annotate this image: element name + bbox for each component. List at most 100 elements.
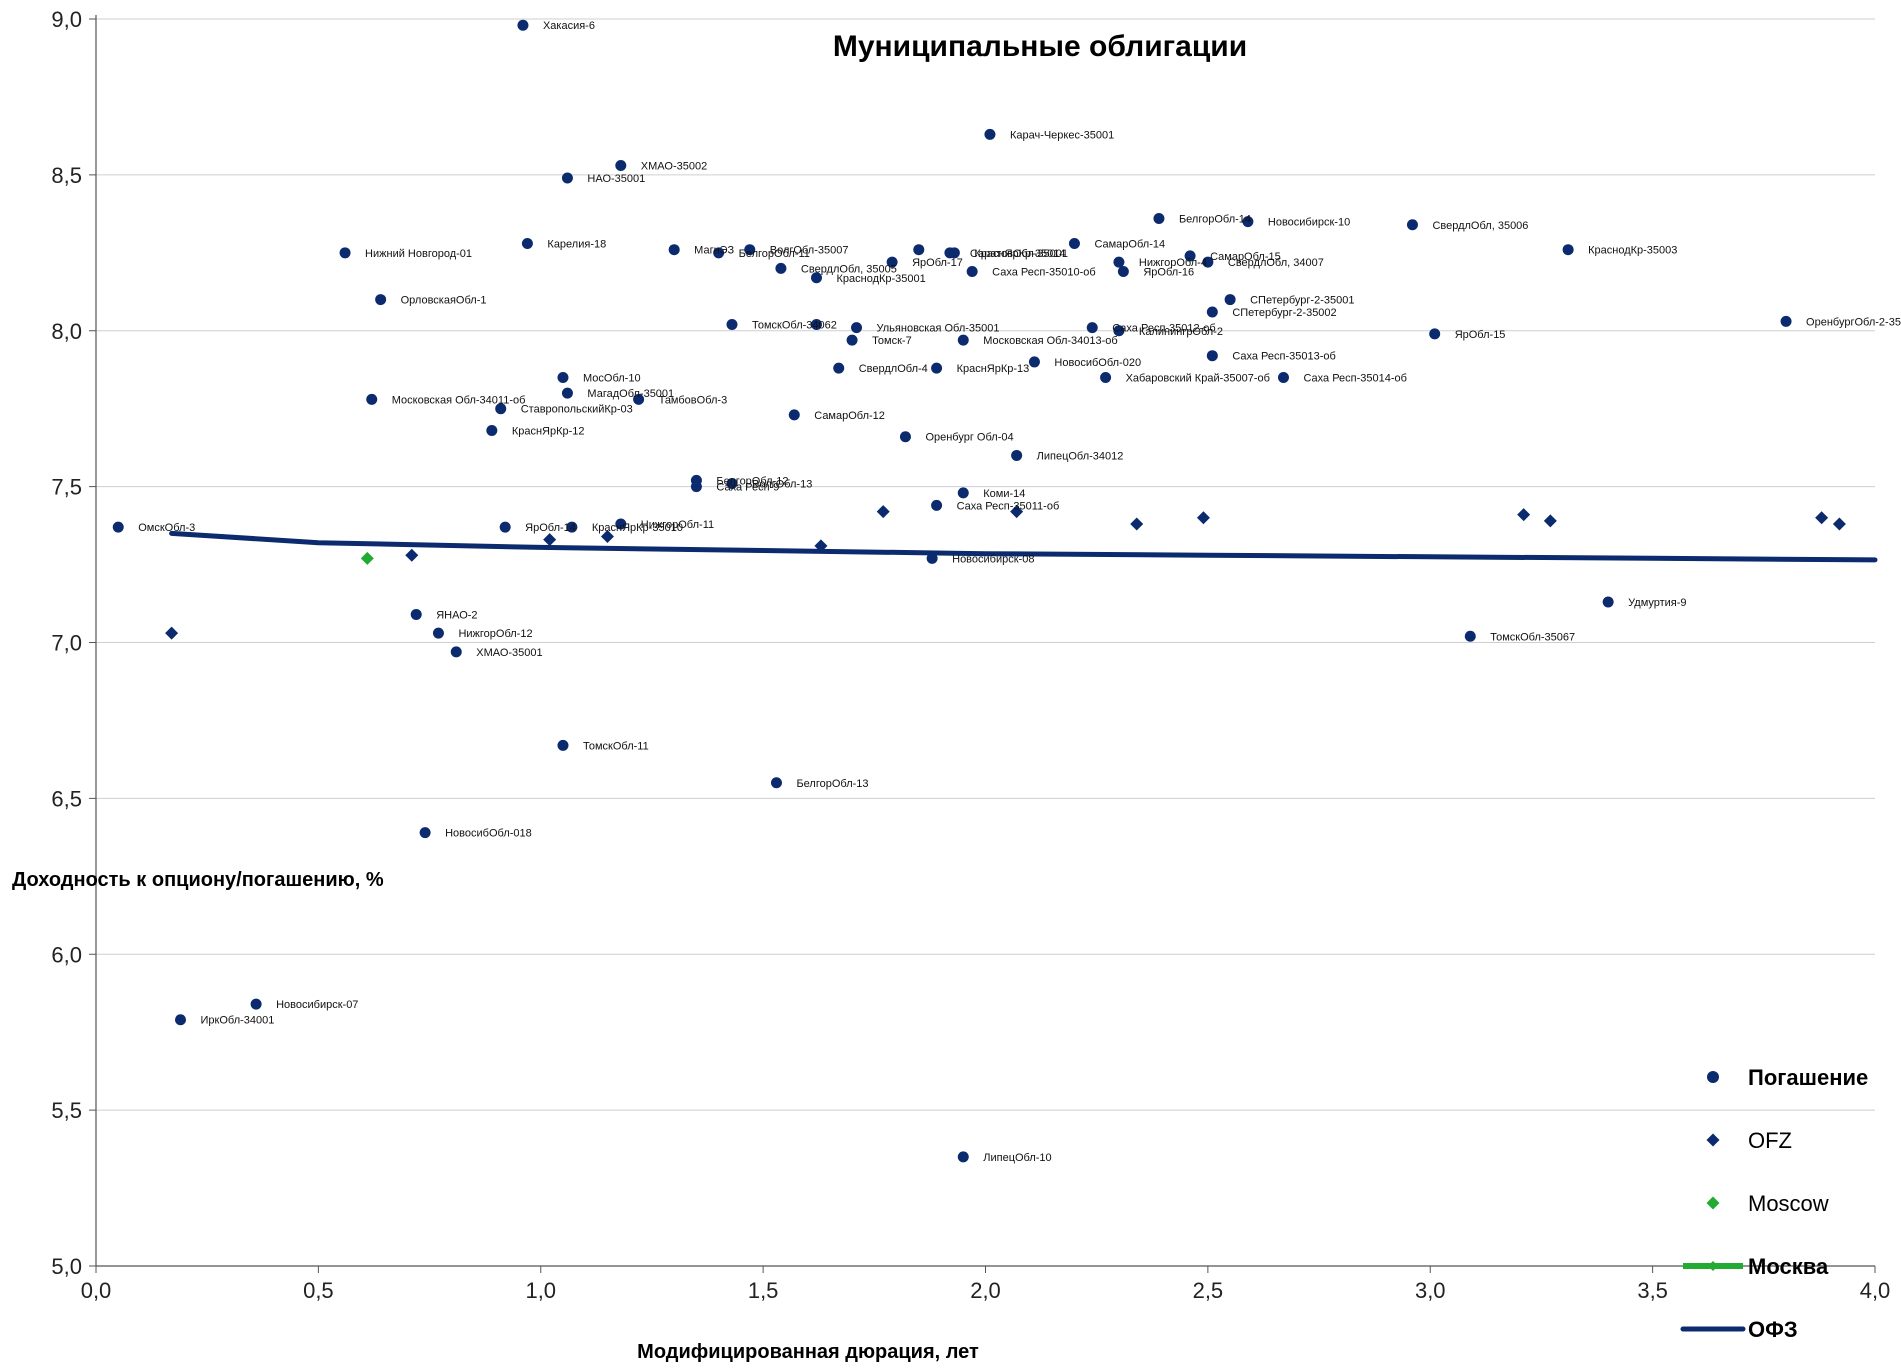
bond-label: ОрловскаяОбл-1 (401, 295, 487, 307)
bond-label: ТомскОбл-11 (583, 740, 649, 752)
ofz-point (876, 505, 890, 519)
bond-label: КраснЯрКр-13 (957, 363, 1030, 375)
bond-point (615, 518, 627, 530)
bond-point (931, 499, 943, 511)
bond-point (1464, 630, 1476, 642)
bond-label: Новосибирск-10 (1268, 217, 1350, 229)
bond-point (851, 322, 863, 334)
bond-point (250, 998, 262, 1010)
legend-label: Moscow (1748, 1191, 1829, 1216)
bond-label: ТомскОбл-35067 (1490, 631, 1575, 643)
bond-label: СамарОбл-15 (1210, 251, 1281, 263)
legend-item: ОФЗ (1680, 1317, 1798, 1342)
x-tick-label: 0,0 (81, 1278, 112, 1303)
bond-label: НижгорОбл-4 (1139, 257, 1207, 269)
y-tick-label: 8,5 (51, 163, 82, 188)
bond-label: СПетербург-2-35002 (1232, 307, 1336, 319)
bond-label: КраснЯрКр-12 (512, 426, 585, 438)
bond-label: НовосибОбл-020 (1054, 357, 1141, 369)
bond-point (957, 1151, 969, 1163)
bond-label: Хабаровский Край-35007-об (1126, 373, 1270, 385)
ofz-point (543, 533, 557, 547)
bond-label: ВолгОбл-35007 (770, 245, 849, 257)
bond-label: Хакасия-6 (543, 20, 595, 32)
bond-point (375, 294, 387, 306)
bond-point (419, 827, 431, 839)
legend-item: OFZ (1706, 1128, 1792, 1153)
bond-point (957, 487, 969, 499)
bond-label: Саха Респ-35013-об (1232, 351, 1336, 363)
point-labels: Хакасия-6 Карач-Черкес-35001 ХМАО-35002НАО… (138, 20, 1901, 1164)
bond-label: БелгорОбл-11 (739, 248, 810, 260)
bond-point (339, 247, 351, 259)
y-tick-label: 9,0 (51, 7, 82, 32)
bond-point (557, 372, 569, 384)
bond-point (1202, 256, 1214, 268)
bond-point (690, 481, 702, 493)
bond-point (432, 627, 444, 639)
bond-point (1028, 356, 1040, 368)
ofz-point (1010, 505, 1024, 519)
bond-label: Ульяновская Обл-35001 (877, 323, 1000, 335)
ofz-point (600, 530, 614, 544)
data-points (112, 19, 1846, 1163)
bond-point (175, 1014, 187, 1026)
bond-point (1184, 250, 1196, 262)
chart-title: Муниципальные облигации (833, 30, 1247, 63)
bond-label: КраснЯрКр-35014 (974, 248, 1065, 260)
bond-point (1780, 315, 1792, 327)
bond-label: Саха Респ-35010-об (992, 267, 1096, 279)
bond-label: ЯНАО-2 (436, 609, 477, 621)
bond-label: ТомскОбл-34062 (752, 320, 837, 332)
bond-label: СтавропольскийКр-03 (521, 404, 633, 416)
bond-label: ХМАО-35002 (641, 161, 707, 173)
bond-label: МагадОбл-35001 (587, 388, 674, 400)
bond-label: КраснодКр-35003 (1588, 245, 1677, 257)
bond-point (1068, 237, 1080, 249)
bond-label: ТамбовОбл-3 (659, 394, 728, 406)
bond-label: Коми-14 (983, 488, 1025, 500)
bond-point (1277, 372, 1289, 384)
y-tick-label: 8,0 (51, 319, 82, 344)
bond-point (1117, 266, 1129, 278)
bond-label: СвердлОбл-4 (859, 363, 928, 375)
bond-label: Новосибирск-07 (276, 999, 358, 1011)
bond-point (713, 247, 725, 259)
bond-point (1406, 219, 1418, 231)
bond-label: БелгорОбл-14 (1179, 214, 1251, 226)
bond-point (668, 244, 680, 256)
x-tick-label: 2,0 (970, 1278, 1001, 1303)
bond-point (486, 425, 498, 437)
x-tick-label: 3,0 (1415, 1278, 1446, 1303)
ofz-point (1517, 508, 1531, 522)
bond-point (633, 393, 645, 405)
bond-point (788, 409, 800, 421)
y-axis-title: Доходность к опциону/погашению, % (12, 869, 384, 891)
tick-labels: 5,0 5,5 6,0 6,5 7,0 7,5 8,0 8,5 9,0 0,0 0,5 1,0 1,5 2… (51, 7, 1890, 1303)
bond-point (810, 319, 822, 331)
bond-point (1602, 596, 1614, 608)
bond-point (846, 334, 858, 346)
x-tick-label: 3,5 (1637, 1278, 1668, 1303)
bond-point (1153, 213, 1165, 225)
moscow-point (360, 551, 374, 565)
x-tick-label: 4,0 (1860, 1278, 1891, 1303)
grid-lines (96, 18, 1875, 1111)
bond-label: ХМАО-35001 (476, 647, 542, 659)
bond-label: Карач-Черкес-35001 (1010, 129, 1114, 141)
bond-point (899, 431, 911, 443)
ofz-point (1815, 511, 1829, 525)
bond-label: Оренбург Обл-04 (925, 432, 1013, 444)
bond-point (566, 521, 578, 533)
bond-point (1100, 372, 1112, 384)
legend-label: Погашение (1748, 1065, 1868, 1090)
bond-point (775, 262, 787, 274)
y-tick-label: 6,5 (51, 786, 82, 811)
legend-marker-diamond (1706, 1196, 1720, 1210)
legend-marker-circle (1707, 1071, 1719, 1083)
y-tick-label: 6,0 (51, 942, 82, 967)
bond-point (561, 172, 573, 184)
bond-label: ОренбургОбл-2-35004 (1806, 316, 1901, 328)
bond-point (948, 247, 960, 259)
bond-point (499, 521, 511, 533)
